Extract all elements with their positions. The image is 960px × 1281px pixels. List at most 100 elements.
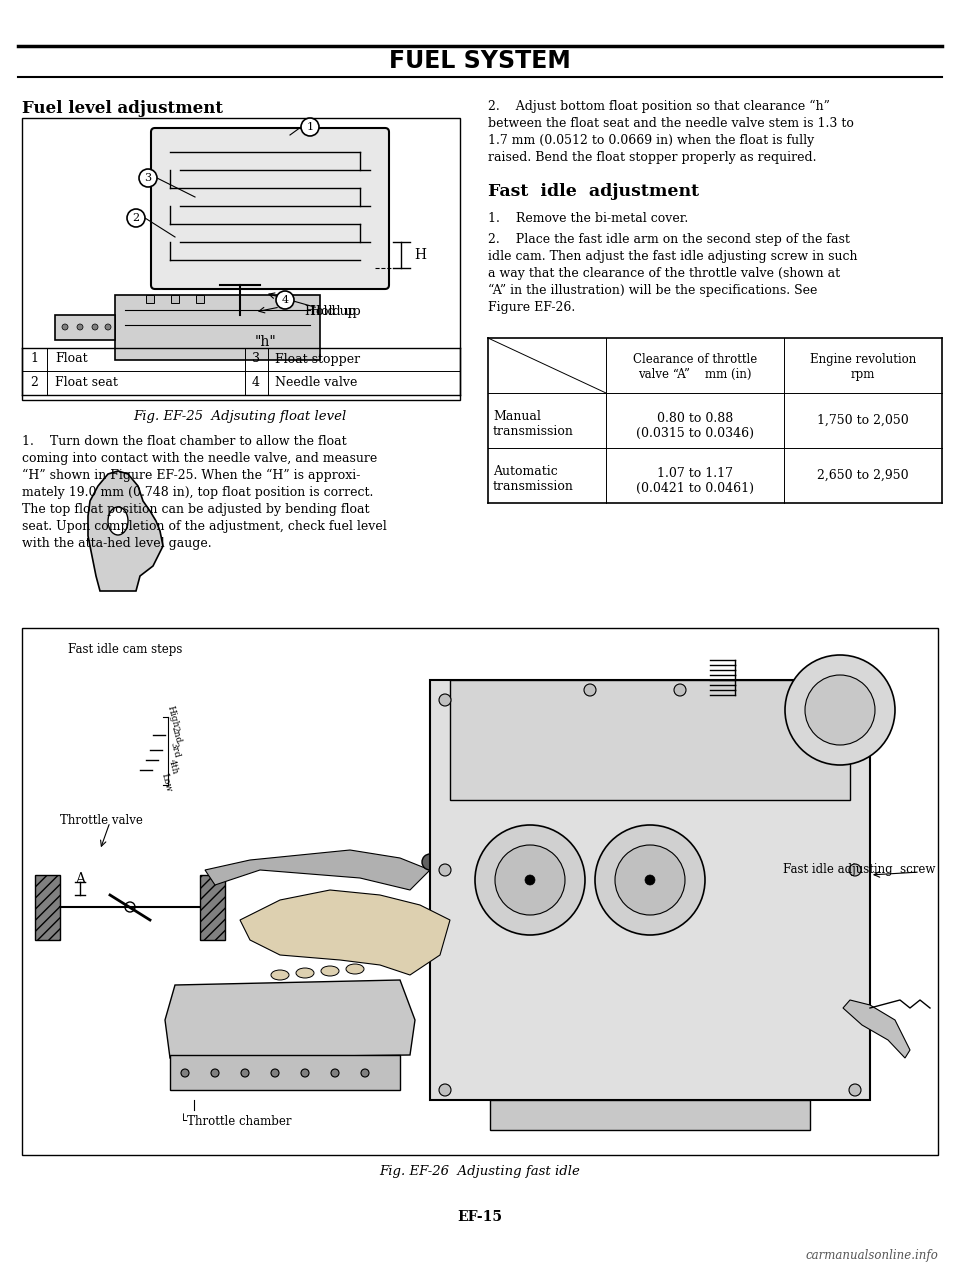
Polygon shape [205,851,430,890]
Text: High: High [166,705,180,729]
Text: “H” shown in Figure EF-25. When the “H” is approxi-: “H” shown in Figure EF-25. When the “H” … [22,469,360,482]
Bar [171,295,179,304]
Text: coming into contact with the needle valve, and measure: coming into contact with the needle valv… [22,452,377,465]
Bar [115,295,320,360]
Text: FUEL SYSTEM: FUEL SYSTEM [389,49,571,73]
Text: 3rd: 3rd [169,742,181,758]
Text: 1: 1 [306,122,314,132]
Text: Engine revolution: Engine revolution [810,354,916,366]
Text: "h": "h" [254,336,276,348]
Text: H: H [414,249,426,263]
Text: (0.0421 to 0.0461): (0.0421 to 0.0461) [636,482,754,494]
Text: 2.    Place the fast idle arm on the second step of the fast: 2. Place the fast idle arm on the second… [488,233,850,246]
Text: Fig. EF-26  Adjusting fast idle: Fig. EF-26 Adjusting fast idle [379,1164,581,1179]
Text: rpm: rpm [851,368,876,380]
Text: Fuel level adjustment: Fuel level adjustment [22,100,223,117]
Bar [490,1100,810,1130]
Circle shape [439,694,451,706]
Polygon shape [843,1000,910,1058]
Text: raised. Bend the float stopper properly as required.: raised. Bend the float stopper properly … [488,151,817,164]
Circle shape [271,1070,279,1077]
Circle shape [361,1070,369,1077]
Text: Fast  idle  adjustment: Fast idle adjustment [488,183,699,200]
Text: Hold up: Hold up [310,305,361,318]
Text: 1: 1 [30,352,38,365]
Text: 4: 4 [281,295,289,305]
Bar [22,118,460,400]
Text: 2: 2 [132,213,139,223]
Text: seat. Upon completion of the adjustment, check fuel level: seat. Upon completion of the adjustment,… [22,520,387,533]
Circle shape [805,675,875,746]
Circle shape [62,324,68,330]
Polygon shape [88,471,163,591]
Circle shape [849,863,861,876]
Text: “A” in the illustration) will be the specifications. See: “A” in the illustration) will be the spe… [488,284,817,297]
Text: a way that the clearance of the throttle valve (shown at: a way that the clearance of the throttle… [488,266,840,281]
Circle shape [105,324,111,330]
Circle shape [92,324,98,330]
Text: Float seat: Float seat [55,375,118,388]
Circle shape [439,1084,451,1097]
Circle shape [276,291,294,309]
Ellipse shape [271,970,289,980]
Text: EF-15: EF-15 [458,1211,502,1225]
Text: 1.    Turn down the float chamber to allow the float: 1. Turn down the float chamber to allow … [22,436,347,448]
Text: valve “A”    mm (in): valve “A” mm (in) [638,368,752,380]
Text: Fast idle cam steps: Fast idle cam steps [68,643,182,656]
Polygon shape [240,890,450,975]
Bar [170,1056,400,1090]
Circle shape [301,1070,309,1077]
Circle shape [181,1070,189,1077]
Circle shape [241,1070,249,1077]
Text: Float stopper: Float stopper [275,352,360,365]
Text: Manual: Manual [493,410,540,423]
Text: Needle valve: Needle valve [275,375,357,388]
Ellipse shape [108,507,128,535]
Circle shape [422,854,438,870]
Text: 2,650 to 2,950: 2,650 to 2,950 [817,469,909,482]
Text: 3: 3 [252,352,260,365]
Text: Hold up: Hold up [305,305,356,318]
Text: Fast idle adjusting  screw: Fast idle adjusting screw [782,863,935,876]
Text: between the float seat and the needle valve stem is 1.3 to: between the float seat and the needle va… [488,117,853,129]
Circle shape [849,694,861,706]
Text: idle cam. Then adjust the fast idle adjusting screw in such: idle cam. Then adjust the fast idle adju… [488,250,857,263]
Ellipse shape [296,968,314,977]
Text: The top float position can be adjusted by bending float: The top float position can be adjusted b… [22,503,370,516]
Text: 2nd: 2nd [169,725,182,744]
Circle shape [125,902,135,912]
Text: Fig. EF-25  Adjsuting float level: Fig. EF-25 Adjsuting float level [133,410,347,423]
Circle shape [785,655,895,765]
Text: 1,750 to 2,050: 1,750 to 2,050 [817,414,909,427]
Text: 1.7 mm (0.0512 to 0.0669 in) when the float is fully: 1.7 mm (0.0512 to 0.0669 in) when the fl… [488,135,814,147]
Text: 2: 2 [30,375,38,388]
Text: Clearance of throttle: Clearance of throttle [633,354,757,366]
Circle shape [595,825,705,935]
Circle shape [301,118,319,136]
Circle shape [495,845,565,915]
Text: 0.80 to 0.88: 0.80 to 0.88 [657,412,733,425]
Circle shape [77,324,83,330]
Text: 1.    Remove the bi-metal cover.: 1. Remove the bi-metal cover. [488,211,688,225]
Bar [146,295,154,304]
Bar [22,628,938,1155]
Text: 4: 4 [252,375,260,388]
Bar [55,315,115,339]
Bar [430,680,870,1100]
Circle shape [615,845,685,915]
Ellipse shape [346,965,364,974]
Circle shape [645,875,655,885]
Text: Throttle valve: Throttle valve [60,813,143,826]
Text: transmission: transmission [493,425,574,438]
Text: Figure EF-26.: Figure EF-26. [488,301,575,314]
Circle shape [674,684,686,696]
Text: Automatic: Automatic [493,465,558,478]
Circle shape [475,825,585,935]
Circle shape [584,684,596,696]
Text: transmission: transmission [493,480,574,493]
Text: carmanualsonline.info: carmanualsonline.info [805,1249,938,1262]
Text: with the atta­hed level gauge.: with the atta­hed level gauge. [22,537,211,550]
Text: 2.    Adjust bottom float position so that clearance “h”: 2. Adjust bottom float position so that … [488,100,829,113]
Bar [196,295,204,304]
Bar [35,875,60,940]
